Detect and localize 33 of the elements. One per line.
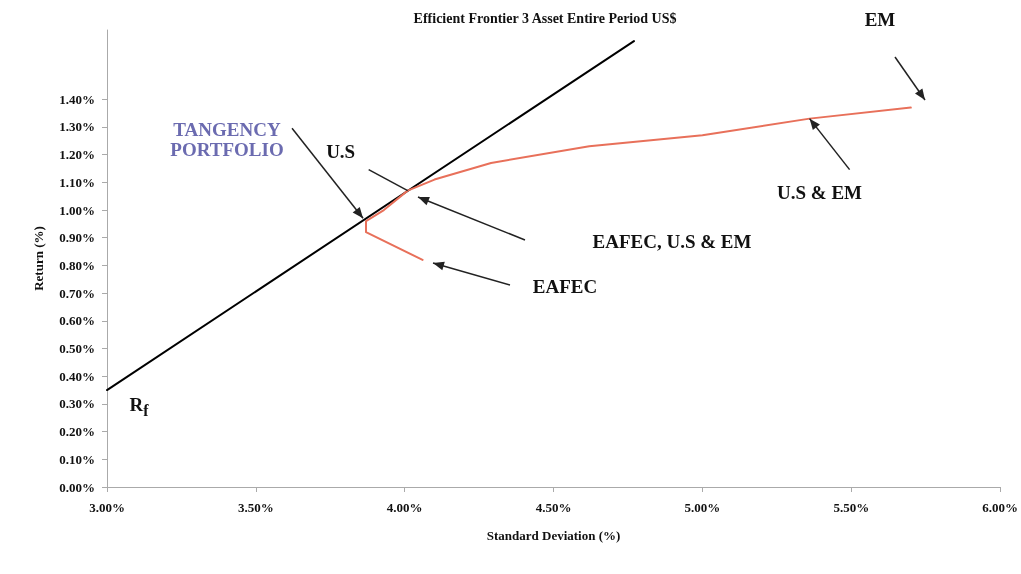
- y-axis-title: Return (%): [31, 226, 46, 291]
- x-tick-label: 6.00%: [982, 500, 1018, 515]
- x-tick-label: 5.50%: [833, 500, 870, 515]
- annotation: TANGENCY PORTFOLIO: [170, 119, 284, 161]
- y-tick-label: 0.50%: [59, 341, 95, 357]
- chart-title: Efficient Frontier 3 Asset Entire Period US$: [413, 10, 677, 26]
- y-tick-label: 1.10%: [59, 174, 95, 190]
- y-tick-label: 0.80%: [59, 257, 95, 273]
- y-tick-label: 0.00%: [59, 479, 95, 495]
- annotation: U.S & EM: [777, 181, 863, 203]
- y-tick-label: 0.70%: [59, 285, 95, 301]
- y-tick-label: 0.30%: [59, 396, 95, 412]
- x-axis-title: Standard Deviation (%): [486, 528, 621, 543]
- x-tick-label: 4.00%: [386, 500, 423, 515]
- y-tick-label: 0.40%: [59, 368, 95, 384]
- x-tick-label: 3.00%: [89, 500, 125, 515]
- y-tick-label: 0.60%: [59, 313, 95, 329]
- y-tick-label: 1.00%: [59, 202, 95, 218]
- y-tick-label: 0.20%: [59, 424, 95, 440]
- x-tick-label: 5.00%: [684, 500, 721, 515]
- text: EM: [864, 9, 896, 31]
- y-tick-label: 1.20%: [59, 147, 95, 163]
- y-tick-label: 0.90%: [59, 230, 95, 246]
- annotation: EAFEC, U.S & EM: [592, 231, 752, 253]
- line-series: [365, 106, 912, 261]
- x-tick-label: 4.50%: [535, 500, 572, 515]
- y-tick-label: 0.10%: [59, 451, 95, 467]
- annotation: U.S: [326, 140, 356, 162]
- annotation: R$_{f}$: [129, 393, 149, 420]
- y-tick-label: 1.30%: [59, 119, 95, 135]
- x-tick-label: 3.50%: [237, 500, 274, 515]
- y-tick-label: 1.40%: [59, 91, 95, 107]
- annotation: EAFEC: [532, 276, 598, 298]
